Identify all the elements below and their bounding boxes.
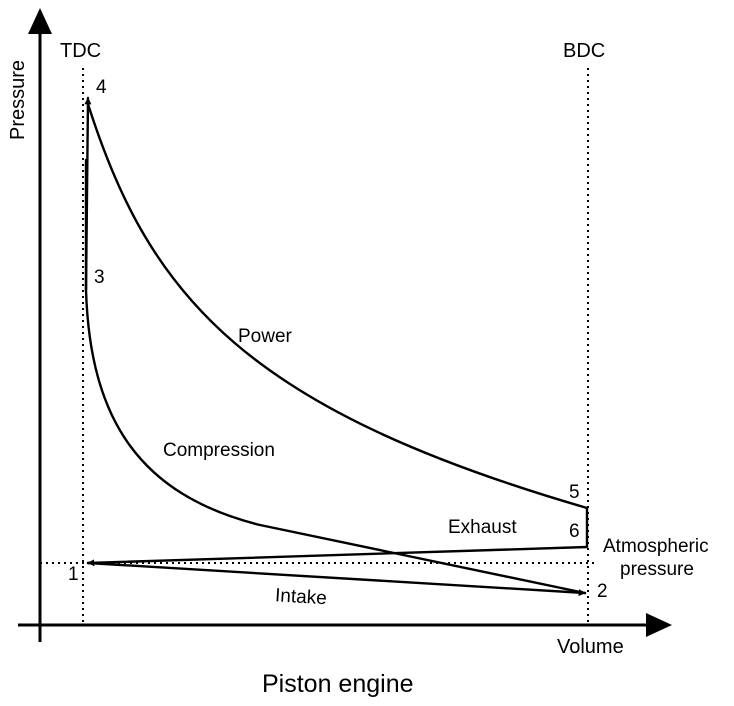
compression-curve bbox=[84, 158, 587, 595]
point-2-label: 2 bbox=[597, 581, 608, 602]
combustion-stroke bbox=[84, 96, 92, 292]
atmospheric-label-line1: Atmospheric bbox=[603, 536, 709, 557]
intake-label: Intake bbox=[274, 585, 327, 609]
x-axis-label: Volume bbox=[557, 636, 624, 658]
point-6-label: 6 bbox=[569, 521, 580, 542]
power-label: Power bbox=[238, 326, 293, 347]
point-4-label: 4 bbox=[96, 77, 107, 98]
diagram-title: Piston engine bbox=[262, 670, 414, 698]
point-1-label: 1 bbox=[68, 564, 79, 585]
point-5-label: 5 bbox=[569, 482, 580, 503]
power-curve bbox=[86, 102, 589, 510]
intake-stroke bbox=[86, 561, 587, 597]
y-axis-arrowhead bbox=[28, 8, 52, 34]
atmospheric-label-line2: pressure bbox=[620, 559, 694, 580]
x-axis-arrowhead bbox=[646, 613, 672, 637]
y-axis-label: Pressure bbox=[7, 60, 29, 140]
compression-label: Compression bbox=[163, 440, 275, 461]
exhaust-stroke bbox=[86, 545, 589, 567]
tdc-label: TDC bbox=[60, 40, 101, 62]
bdc-label: BDC bbox=[563, 40, 605, 62]
exhaust-label: Exhaust bbox=[448, 517, 517, 538]
point-3-label: 3 bbox=[94, 267, 105, 288]
